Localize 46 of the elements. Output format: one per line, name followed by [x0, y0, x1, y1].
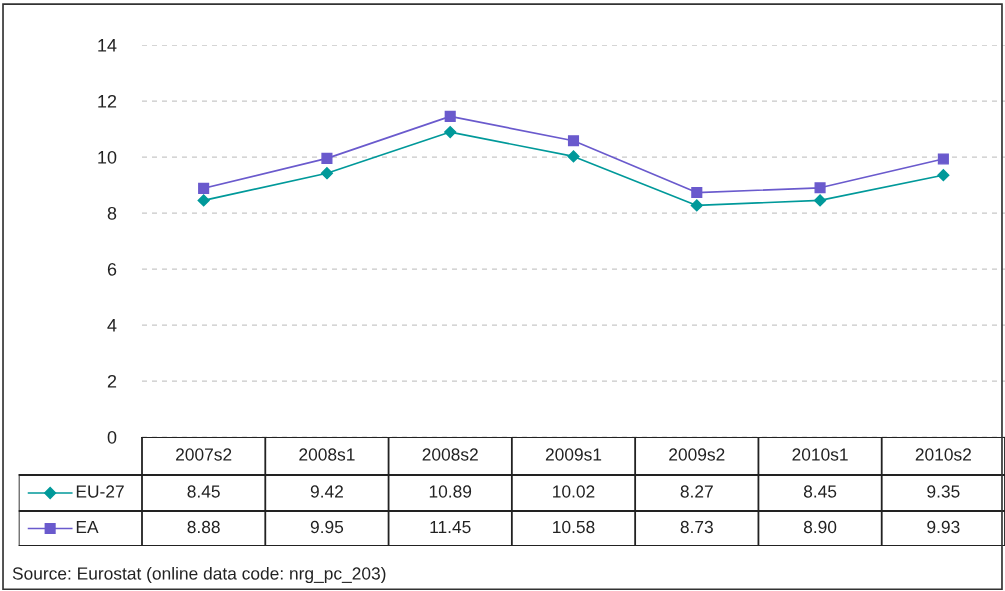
point	[814, 182, 826, 194]
y-tick-label: 8	[107, 206, 117, 220]
point	[197, 194, 210, 207]
point	[321, 152, 333, 164]
point	[444, 110, 456, 122]
y-tick-label: 0	[107, 430, 117, 444]
x-tick-label: 2010s2	[915, 448, 971, 461]
point	[937, 169, 950, 182]
x-tick-label: 2009s2	[669, 448, 725, 461]
point	[198, 182, 210, 194]
point	[691, 187, 703, 199]
point	[444, 125, 457, 139]
data-label: 10.58	[553, 520, 595, 534]
point	[320, 167, 334, 180]
point	[813, 194, 827, 207]
data-label: 9.95	[310, 520, 344, 534]
legend-label: EU-27	[76, 485, 124, 498]
data-label: 8.73	[680, 520, 713, 534]
data-label: 11.45	[430, 521, 471, 534]
y-tick-label: 14	[98, 39, 117, 52]
data-label: 8.45	[187, 485, 220, 498]
y-tick-label: 2	[107, 374, 117, 388]
x-tick-label: 2007s2	[176, 448, 232, 461]
y-tick-label: 4	[107, 319, 117, 332]
data-label: 10.02	[553, 485, 595, 498]
source-note: Source: Eurostat (online data code: nrg_pc_203)	[12, 566, 386, 584]
data-label: 9.42	[310, 485, 343, 498]
data-label: 9.93	[927, 520, 960, 534]
legend-label: EA	[76, 521, 99, 533]
data-label: 9.35	[927, 485, 960, 498]
y-tick-label: 10	[98, 150, 117, 164]
point	[567, 135, 580, 147]
point	[567, 150, 580, 163]
y-tick-label: 12	[98, 94, 117, 108]
point	[690, 199, 703, 212]
data-label: 8.45	[803, 485, 837, 498]
x-tick-label: 2009s1	[545, 448, 602, 461]
data-label: 8.90	[803, 520, 837, 534]
data-label: 8.27	[680, 485, 713, 498]
point	[937, 153, 949, 165]
data-label: 10.89	[429, 485, 472, 498]
data-label: 8.88	[187, 520, 220, 534]
x-tick-label: 2008s1	[299, 448, 355, 461]
x-tick-label: 2008s2	[422, 448, 478, 461]
x-tick-label: 2010s1	[792, 448, 848, 461]
y-tick-label: 6	[107, 262, 117, 276]
